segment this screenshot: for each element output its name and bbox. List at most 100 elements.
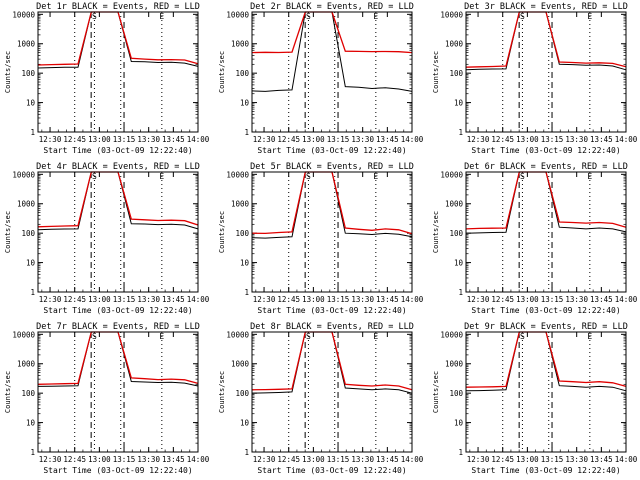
events-series-line (251, 331, 413, 394)
y-tick-label: 10 (26, 419, 36, 428)
x-tick-label: 12:30 (467, 455, 490, 464)
y-tick-label: 100 (235, 229, 249, 238)
x-tick-label: 12:45 (491, 455, 514, 464)
detector-plot-7: Det 7r BLACK = Events, RED = LLD Counts/s… (4, 322, 210, 475)
x-tick-label: 12:30 (253, 455, 276, 464)
x-tick-label: 13:30 (137, 455, 160, 464)
y-tick-label: 1 (244, 288, 249, 297)
x-tick-label: 13:30 (137, 295, 160, 304)
marker-label: E (373, 172, 378, 181)
x-axis-label: Start Time (03-Oct-09 12:22:40) (471, 306, 620, 315)
detector-plot-2: Det 2r BLACK = Events, RED = LLD Counts/s… (218, 2, 424, 155)
y-axis-label: Counts/sec (432, 211, 440, 253)
x-tick-label: 12:30 (39, 455, 62, 464)
y-tick-label: 1000 (445, 360, 464, 369)
x-tick-label: 13:00 (302, 135, 325, 144)
x-tick-label: 13:00 (88, 135, 111, 144)
detector-plot-3: Det 3r BLACK = Events, RED = LLD Counts/s… (432, 2, 638, 155)
x-tick-label: 13:15 (541, 295, 564, 304)
x-axis-label: Start Time (03-Oct-09 12:22:40) (43, 466, 192, 475)
y-tick-label: 10 (240, 419, 250, 428)
y-tick-label: 10000 (226, 330, 249, 339)
y-tick-label: 10 (26, 259, 36, 268)
y-axis-label: Counts/sec (218, 51, 226, 93)
x-tick-label: 13:30 (137, 135, 160, 144)
marker-label: E (159, 172, 164, 181)
y-tick-label: 10000 (226, 10, 249, 19)
marker-label: S (92, 12, 97, 21)
plot-title: Det 7r BLACK = Events, RED = LLD (36, 322, 200, 332)
marker-label: E (587, 12, 592, 21)
x-tick-label: 12:30 (39, 135, 62, 144)
x-tick-label: 14:00 (187, 295, 210, 304)
x-tick-label: 13:15 (541, 455, 564, 464)
marker-label: S (520, 332, 525, 341)
marker-label: E (159, 332, 164, 341)
y-tick-label: 10000 (440, 10, 463, 19)
y-axis-label: Counts/sec (432, 371, 440, 413)
plot-title: Det 6r BLACK = Events, RED = LLD (464, 162, 628, 172)
plot-title: Det 2r BLACK = Events, RED = LLD (250, 2, 414, 12)
x-tick-label: 13:00 (88, 455, 111, 464)
detector-plot-1: Det 1r BLACK = Events, RED = LLD Counts/s… (4, 2, 210, 155)
x-tick-label: 12:45 (277, 135, 300, 144)
x-tick-label: 14:00 (615, 135, 638, 144)
y-tick-label: 100 (21, 69, 35, 78)
marker-label: S (92, 332, 97, 341)
x-tick-label: 13:30 (351, 295, 374, 304)
x-axis-label: Start Time (03-Oct-09 12:22:40) (257, 306, 406, 315)
y-axis-label: Counts/sec (432, 51, 440, 93)
plot-frame (465, 331, 627, 453)
y-tick-label: 1 (30, 448, 35, 457)
x-tick-label: 12:45 (63, 295, 86, 304)
plot-frame (251, 171, 413, 293)
x-axis-label: Start Time (03-Oct-09 12:22:40) (43, 306, 192, 315)
lld-series-line (465, 11, 627, 68)
x-tick-label: 13:45 (590, 455, 613, 464)
x-tick-label: 13:00 (302, 295, 325, 304)
plot-title: Det 4r BLACK = Events, RED = LLD (36, 162, 200, 172)
marker-label: E (587, 172, 592, 181)
events-series-line (37, 331, 199, 387)
x-tick-label: 12:30 (467, 295, 490, 304)
plot-title: Det 1r BLACK = Events, RED = LLD (36, 2, 200, 12)
lld-series-line (37, 11, 199, 66)
lld-series-line (37, 171, 199, 228)
y-tick-label: 1 (30, 128, 35, 137)
y-tick-label: 1 (244, 128, 249, 137)
y-tick-label: 100 (449, 69, 463, 78)
y-tick-label: 1 (30, 288, 35, 297)
y-tick-label: 100 (449, 229, 463, 238)
y-tick-label: 100 (21, 389, 35, 398)
plot-frame (37, 11, 199, 133)
marker-label: S (520, 12, 525, 21)
y-tick-label: 100 (449, 389, 463, 398)
x-tick-label: 13:15 (113, 455, 136, 464)
x-tick-label: 13:15 (541, 135, 564, 144)
lld-series-line (251, 11, 413, 54)
lld-series-line (251, 171, 413, 235)
x-tick-label: 13:00 (88, 295, 111, 304)
x-tick-label: 13:45 (376, 455, 399, 464)
x-axis-label: Start Time (03-Oct-09 12:22:40) (471, 146, 620, 155)
y-tick-label: 10 (240, 99, 250, 108)
marker-label: S (306, 12, 311, 21)
x-tick-label: 13:30 (351, 455, 374, 464)
events-series-line (465, 11, 627, 71)
y-tick-label: 100 (21, 229, 35, 238)
marker-label: S (520, 172, 525, 181)
y-tick-label: 1000 (445, 200, 464, 209)
plot-title: Det 8r BLACK = Events, RED = LLD (250, 322, 414, 332)
y-tick-label: 10 (240, 259, 250, 268)
plot-frame (37, 171, 199, 293)
x-tick-label: 13:00 (516, 455, 539, 464)
x-tick-label: 14:00 (187, 135, 210, 144)
y-tick-label: 1 (458, 288, 463, 297)
events-series-line (251, 171, 413, 239)
y-axis-label: Counts/sec (218, 371, 226, 413)
x-tick-label: 12:45 (63, 135, 86, 144)
marker-label: E (159, 12, 164, 21)
lld-series-line (37, 331, 199, 385)
marker-label: E (373, 12, 378, 21)
